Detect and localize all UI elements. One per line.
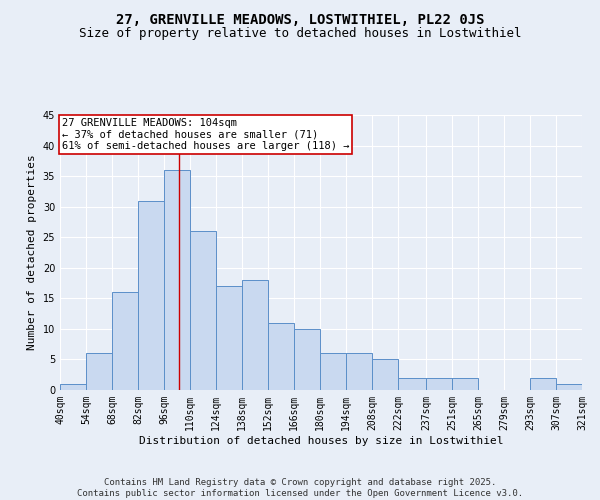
Text: 27 GRENVILLE MEADOWS: 104sqm
← 37% of detached houses are smaller (71)
61% of se: 27 GRENVILLE MEADOWS: 104sqm ← 37% of de… [62,118,349,152]
Bar [164,170,190,390]
Bar [216,286,242,390]
Text: 27, GRENVILLE MEADOWS, LOSTWITHIEL, PL22 0JS: 27, GRENVILLE MEADOWS, LOSTWITHIEL, PL22… [116,12,484,26]
Bar [582,384,600,390]
Bar [190,231,216,390]
Bar [530,378,556,390]
Bar [138,200,164,390]
Bar [556,384,582,390]
Bar [86,354,112,390]
Bar [398,378,426,390]
Bar [60,384,86,390]
Bar [320,354,346,390]
Text: Size of property relative to detached houses in Lostwithiel: Size of property relative to detached ho… [79,28,521,40]
Bar [294,329,320,390]
Bar [372,360,398,390]
Y-axis label: Number of detached properties: Number of detached properties [27,154,37,350]
Bar [242,280,268,390]
Bar [268,323,294,390]
Bar [452,378,478,390]
Bar [426,378,452,390]
Text: Contains HM Land Registry data © Crown copyright and database right 2025.
Contai: Contains HM Land Registry data © Crown c… [77,478,523,498]
Bar [112,292,138,390]
X-axis label: Distribution of detached houses by size in Lostwithiel: Distribution of detached houses by size … [139,436,503,446]
Bar [346,354,372,390]
